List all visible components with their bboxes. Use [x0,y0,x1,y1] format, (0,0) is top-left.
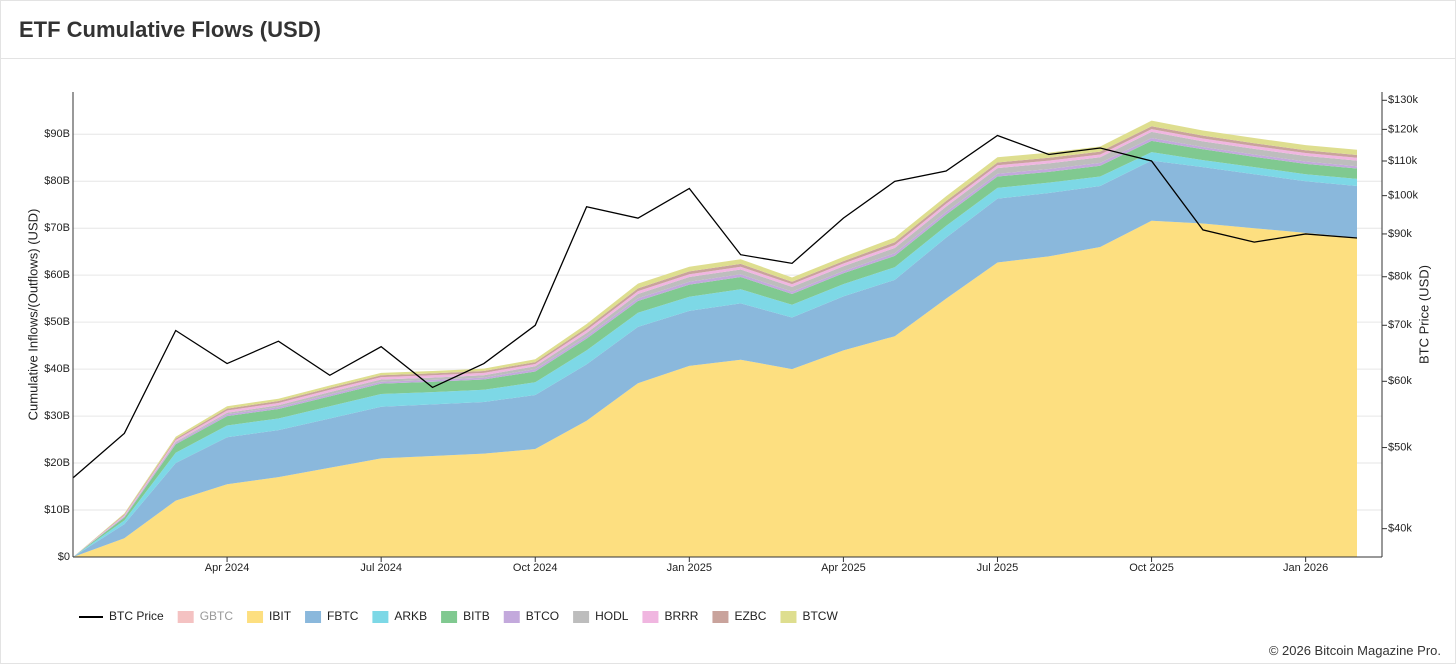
y-tick-label: $30B [44,410,70,422]
legend-symbol [177,611,194,623]
legend-symbol [642,611,659,623]
legend-label: BTC Price [109,609,164,623]
y-tick-label: $50B [44,316,70,328]
legend-symbol [372,611,389,623]
area [73,220,1357,558]
price-line [72,134,1358,479]
legend-label: HODL [595,609,629,623]
y-tick-label: $70B [44,222,70,234]
y-tick-label: $60B [44,269,70,281]
chart-title: ETF Cumulative Flows (USD) [19,17,321,42]
y2-axis-label: BTC Price (USD) [1416,265,1431,364]
x-tick-label: Apr 2024 [205,562,250,574]
legend-label: BTCW [802,609,838,623]
legend-symbol [441,611,458,623]
y2-tick-label: $80k [1388,271,1412,283]
legend-symbol [573,611,590,623]
y-axis-label: Cumulative Inflows/(Outflows) (USD) [25,209,40,421]
legend-symbol [712,611,729,623]
y2-tick-label: $110k [1388,155,1418,167]
legend-symbol [247,611,264,623]
y-tick-label: $10B [44,504,70,516]
x-tick-label: Oct 2025 [1129,562,1174,574]
x-tick-label: Jul 2024 [360,562,402,574]
y2-tick-label: $60k [1388,375,1412,387]
area [73,160,1357,558]
y-tick-label: $80B [44,175,70,187]
divider [1,58,1455,59]
legend-label: GBTC [200,609,234,623]
x-tick-label: Oct 2024 [513,562,558,574]
legend-label: BTCO [526,609,559,623]
x-tick-label: Jul 2025 [977,562,1019,574]
y2-tick-label: $100k [1388,190,1418,202]
footer: © 2026 Bitcoin Magazine Pro. [1268,643,1441,658]
y-tick-label: $0 [58,551,70,563]
y-tick-label: $90B [44,128,70,140]
legend-label: EZBC [734,609,766,623]
x-tick-label: Apr 2025 [821,562,866,574]
legend-label: BITB [463,609,490,623]
legend-label: ARKB [394,609,427,623]
y2-tick-label: $130k [1388,94,1418,106]
y-tick-label: $20B [44,457,70,469]
x-tick-label: Jan 2025 [667,562,712,574]
x-tick-label: Jan 2026 [1283,562,1328,574]
legend-symbol [780,611,797,623]
legend-label: IBIT [269,609,292,623]
legend-symbol [503,611,520,623]
y2-tick-label: $40k [1388,523,1412,535]
y-tick-label: $40B [44,363,70,375]
legend-symbol [305,611,322,623]
y2-tick-label: $90k [1388,228,1412,240]
y2-tick-label: $70k [1388,319,1412,331]
legend-label: FBTC [327,609,359,623]
legend-label: BRRR [664,609,698,623]
y2-tick-label: $50k [1388,441,1412,453]
y2-tick-label: $120k [1388,123,1418,135]
